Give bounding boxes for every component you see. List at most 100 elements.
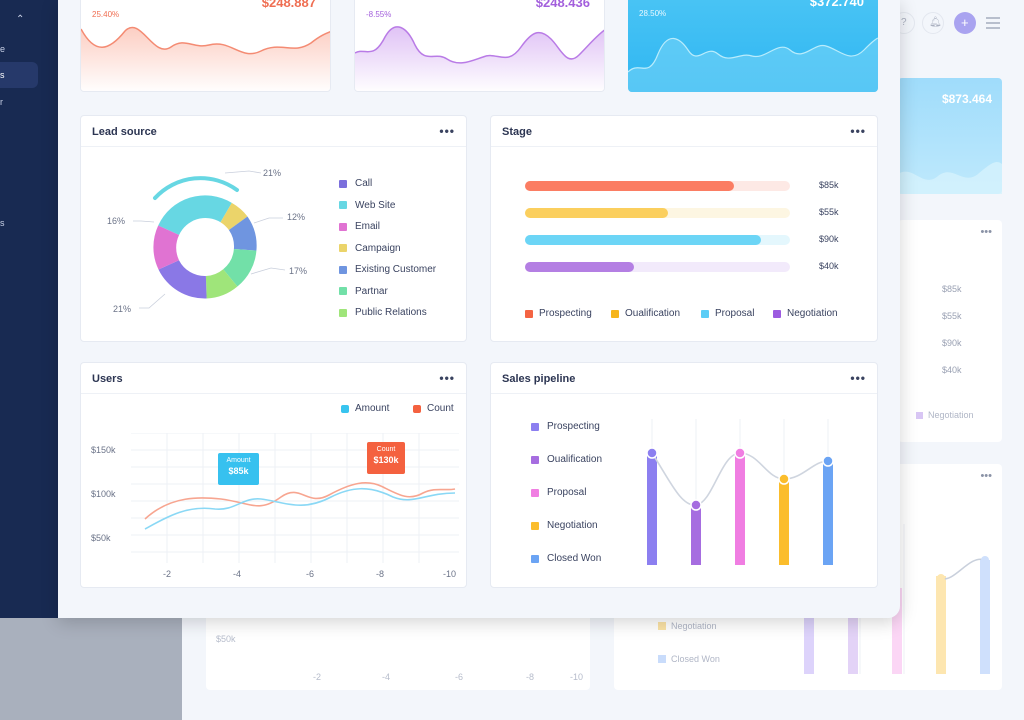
legend-label: Proposal [547,487,587,498]
stat-card-revenue[interactable]: 25.40% $248.887 [80,0,331,92]
lead-legend-item[interactable]: Partnar [339,286,388,297]
stat-amount: $248.436 [535,0,590,10]
background-stage-value: $85k [942,284,962,294]
x-axis-tick: -4 [233,569,242,579]
sidebar-item[interactable]: e [0,44,6,54]
menu-icon[interactable] [986,17,1000,29]
sidebar-item-active[interactable]: s [0,70,5,80]
legend-label: Partnar [355,285,388,297]
sidebar-item[interactable]: s [0,218,5,228]
sidebar: ⌃ e s r s [0,0,58,618]
stage-bar-value: $40k [819,261,839,271]
legend-swatch [531,521,539,530]
card-divider [81,393,466,394]
background-more-icon: ••• [980,470,992,482]
stage-legend-item[interactable]: Prospecting [525,308,592,319]
legend-label: Negotiation [787,308,838,319]
x-axis-tick: -8 [376,569,385,579]
lead-legend-item[interactable]: Existing Customer [339,264,436,275]
donut-label: 17% [289,266,308,276]
stage-bar-fill[interactable] [525,208,669,218]
lead-legend-item[interactable]: Call [339,178,372,189]
legend-swatch [341,404,349,413]
background-pipeline-legend: Negotiation [671,621,717,631]
background-y-tick: $50k [216,634,236,644]
stage-bar-fill[interactable] [525,235,761,245]
stage-bar-value: $55k [819,207,839,217]
stage-legend-item[interactable]: Oualification [611,308,680,319]
legend-swatch [531,422,539,431]
stat-sparkline [628,37,878,92]
users-legend-count[interactable]: Count [413,403,454,414]
stage-bar-value: $90k [819,234,839,244]
pipeline-legend-item[interactable]: Oualification [531,454,602,465]
stage-legend-item[interactable]: Negotiation [773,308,838,319]
amount-tooltip: Amount $85k [218,453,259,485]
background-stage-card: ••• $85k $55k $90k $40k Negotiation [898,220,1002,442]
legend-swatch [339,201,347,209]
stat-sparkline [355,26,604,91]
more-options-icon[interactable]: ••• [439,124,455,138]
users-legend-amount[interactable]: Amount [341,403,389,414]
lead-legend-item[interactable]: Email [339,221,380,232]
pipeline-legend-item[interactable]: Prospecting [531,421,600,432]
background-card-wave [898,162,1002,194]
legend-swatch [531,455,539,464]
stat-change: -8.55% [366,10,392,19]
x-axis-tick: -2 [163,569,172,579]
legend-label: Oualification [547,454,603,465]
legend-swatch [773,309,781,318]
pipeline-legend-item[interactable]: Closed Won [531,553,601,564]
add-button[interactable]: + [954,12,976,34]
stage-bar-track [525,208,790,218]
stat-card-users[interactable]: 28.50% $372.740 [628,0,878,92]
legend-label: Existing Customer [355,264,437,275]
stage-bar-fill[interactable] [525,181,735,191]
legend-swatch [525,309,533,318]
stage-bar-track [525,235,790,245]
lead-legend-item[interactable]: Campaign [339,243,401,254]
card-divider [491,146,877,147]
legend-swatch [339,287,347,295]
lead-legend-item[interactable]: Public Relations [339,307,427,318]
card-divider [491,393,877,394]
legend-swatch [339,244,347,252]
users-card: Users ••• Amount Count $150k $100k $50k [80,362,467,588]
chevron-up-icon[interactable]: ⌃ [16,14,25,25]
legend-swatch [339,308,347,317]
tooltip-value: $85k [228,466,249,476]
background-pipeline-bars [804,524,990,674]
more-options-icon[interactable]: ••• [850,371,866,385]
bell-icon[interactable]: 🔔︎ [922,12,944,34]
stat-amount: $248.887 [261,0,316,10]
legend-label: Proposal [715,308,755,319]
background-x-tick: -4 [382,672,391,682]
legend-swatch [611,309,619,318]
stat-sparkline [81,26,330,91]
sales-pipeline-chart [646,419,834,565]
more-options-icon[interactable]: ••• [850,124,866,138]
background-x-tick: -6 [455,672,464,682]
legend-label: Closed Won [547,553,602,564]
legend-label: Count [427,403,454,414]
pipeline-legend-item[interactable]: Negotiation [531,520,598,531]
users-line-chart [131,433,459,563]
sidebar-item[interactable]: r [0,97,3,107]
legend-swatch [339,265,347,274]
background-stage-value: $90k [942,338,962,348]
background-card-blue: $873.464 [898,78,1002,194]
sales-pipeline-card: Sales pipeline ••• Prospecting Oualificat… [490,362,878,588]
more-options-icon[interactable]: ••• [439,371,455,385]
background-more-icon: ••• [980,226,992,238]
count-tooltip: Count $130k [367,442,405,474]
lead-source-card: Lead source ••• 21% 12% 17% 16% 21% Call… [80,115,467,342]
lead-legend-item[interactable]: Web Site [339,200,395,211]
sales-pipeline-title: Sales pipeline [502,373,576,385]
background-card-value: $873.464 [941,92,992,106]
stage-legend-item[interactable]: Proposal [701,308,754,319]
pipeline-legend-item[interactable]: Proposal [531,487,586,498]
stat-card-sales[interactable]: -8.55% $248.436 [354,0,605,92]
x-axis-tick: -10 [443,569,457,579]
legend-swatch [701,309,709,318]
stage-bar-fill[interactable] [525,262,634,272]
